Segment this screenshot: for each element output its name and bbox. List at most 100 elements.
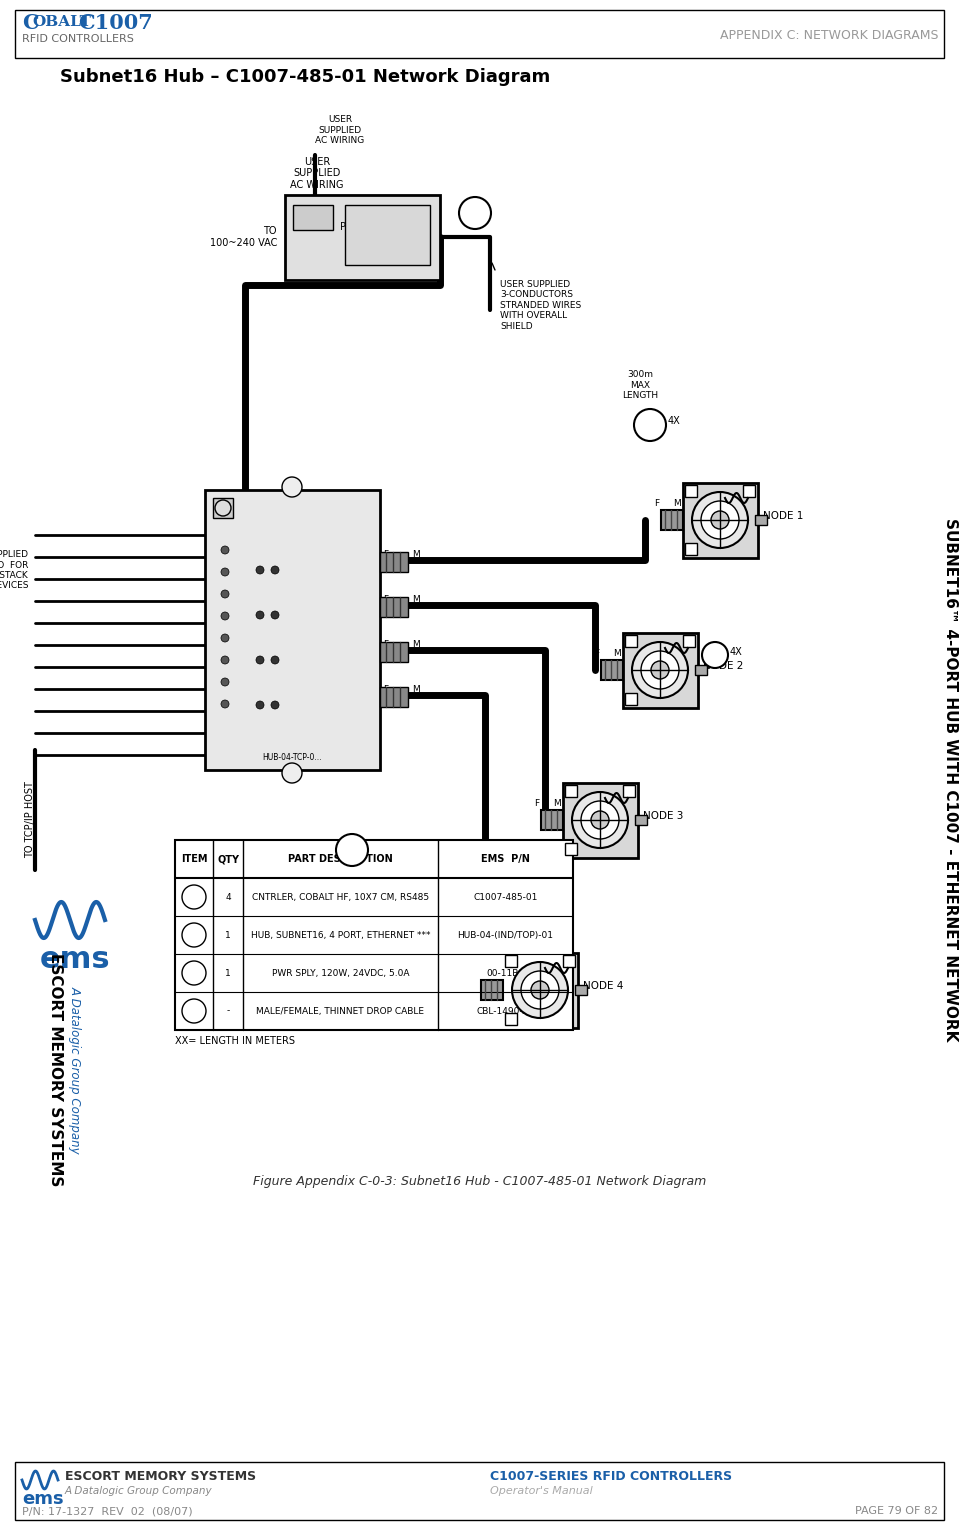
Bar (541, 809, 563, 829)
Text: TO
100~240 VAC: TO 100~240 VAC (210, 226, 277, 248)
Bar (565, 785, 577, 797)
Circle shape (701, 500, 739, 539)
Bar (15, 11, 944, 58)
Circle shape (221, 568, 229, 575)
Text: A Datalogic Group Company: A Datalogic Group Company (68, 987, 82, 1154)
Bar (175, 840, 573, 1030)
Text: Subnet16 Hub – C1007-485-01 Network Diagram: Subnet16 Hub – C1007-485-01 Network Diag… (60, 67, 550, 86)
Text: ITEM: ITEM (180, 854, 207, 864)
Bar (685, 485, 697, 497)
Text: MALE/FEMALE, THINNET DROP CABLE: MALE/FEMALE, THINNET DROP CABLE (256, 1007, 425, 1016)
Text: M: M (412, 640, 420, 649)
Text: C1007-SERIES RFID CONTROLLERS: C1007-SERIES RFID CONTROLLERS (490, 1470, 732, 1483)
Text: 4: 4 (645, 418, 654, 431)
Text: F: F (474, 968, 479, 978)
Circle shape (591, 811, 609, 829)
Bar (380, 643, 408, 662)
Text: C: C (22, 12, 38, 34)
Bar (505, 955, 517, 967)
Circle shape (692, 493, 748, 548)
Circle shape (271, 656, 279, 664)
Text: HUB-04-(IND/TOP)-01: HUB-04-(IND/TOP)-01 (457, 930, 553, 939)
Circle shape (651, 661, 669, 679)
Bar (380, 687, 408, 707)
Circle shape (336, 834, 368, 866)
Text: M: M (673, 499, 681, 508)
Circle shape (221, 591, 229, 598)
Bar (635, 815, 647, 825)
Circle shape (256, 701, 264, 708)
Bar (743, 485, 755, 497)
Text: EMS  P/N: EMS P/N (481, 854, 530, 864)
Bar (563, 783, 638, 858)
Text: 1: 1 (225, 968, 231, 978)
Text: NODE 4: NODE 4 (583, 981, 623, 991)
Text: QTY: QTY (217, 854, 239, 864)
Circle shape (282, 477, 302, 497)
Text: ESCORT MEMORY SYSTEMS: ESCORT MEMORY SYSTEMS (65, 1470, 256, 1483)
Text: 2: 2 (347, 843, 357, 857)
Text: Operator's Manual: Operator's Manual (490, 1486, 593, 1496)
Circle shape (256, 610, 264, 620)
Circle shape (271, 566, 279, 574)
Bar (15, 1463, 944, 1519)
Text: F: F (383, 595, 388, 604)
Text: USER SUPPLIED
3-CONDUCTORS
STRANDED WIRES
WITH OVERALL
SHIELD: USER SUPPLIED 3-CONDUCTORS STRANDED WIRE… (500, 280, 581, 330)
Text: RFID CONTROLLERS: RFID CONTROLLERS (22, 34, 134, 44)
Text: C: C (289, 768, 295, 777)
Text: ems: ems (40, 946, 110, 975)
Text: NODE 3: NODE 3 (643, 811, 684, 822)
Text: F: F (654, 499, 659, 508)
Circle shape (182, 884, 206, 909)
Text: TO TCP/IP HOST: TO TCP/IP HOST (25, 782, 35, 858)
Circle shape (512, 962, 568, 1017)
Bar (623, 785, 635, 797)
Bar (755, 516, 767, 525)
Bar (205, 490, 380, 770)
Circle shape (221, 633, 229, 643)
Text: 3: 3 (191, 930, 198, 939)
Circle shape (521, 972, 559, 1008)
Bar (213, 497, 233, 519)
Text: 1: 1 (225, 930, 231, 939)
Text: ESCORT MEMORY SYSTEMS: ESCORT MEMORY SYSTEMS (48, 953, 62, 1187)
Text: M: M (412, 685, 420, 695)
Text: 4X: 4X (730, 647, 743, 656)
Bar (625, 693, 637, 705)
Circle shape (221, 612, 229, 620)
Bar (563, 955, 575, 967)
Text: USER  SUPPLIED
DIGITAL  I/O  FOR
SENSORS/INVERTERS, STACK
LIGHTS, OR OTHER I/O D: USER SUPPLIED DIGITAL I/O FOR SENSORS/IN… (0, 549, 28, 591)
Text: 1: 1 (191, 1007, 197, 1016)
Bar (623, 633, 698, 708)
Bar (505, 1013, 517, 1025)
Text: NODE 1: NODE 1 (763, 511, 804, 522)
Text: Figure Appendix C-0-3: Subnet16 Hub - C1007-485-01 Network Diagram: Figure Appendix C-0-3: Subnet16 Hub - C1… (253, 1175, 707, 1187)
Bar (565, 843, 577, 855)
Text: C1007: C1007 (78, 12, 152, 34)
Text: M: M (553, 799, 561, 808)
Text: XX= LENGTH IN METERS: XX= LENGTH IN METERS (175, 1036, 295, 1047)
Text: HUB-04-TCP-0...: HUB-04-TCP-0... (262, 753, 322, 762)
Text: CBL-1490-XX: CBL-1490-XX (477, 1007, 535, 1016)
Circle shape (182, 923, 206, 947)
Text: 4: 4 (191, 892, 197, 901)
Circle shape (531, 981, 549, 999)
Circle shape (271, 610, 279, 620)
Circle shape (641, 650, 679, 688)
Text: -: - (226, 1007, 229, 1016)
Bar (695, 666, 707, 675)
Text: USER
SUPPLIED
AC WIRING: USER SUPPLIED AC WIRING (316, 115, 364, 145)
Text: 3: 3 (471, 207, 480, 220)
Bar (380, 552, 408, 572)
Text: C: C (289, 482, 295, 493)
Circle shape (256, 566, 264, 574)
Text: NODE 2: NODE 2 (703, 661, 743, 672)
Circle shape (182, 999, 206, 1024)
Circle shape (634, 409, 666, 441)
Text: ems: ems (22, 1490, 63, 1509)
Text: 4: 4 (191, 892, 198, 903)
Circle shape (282, 763, 302, 783)
Text: 300m
MAX
LENGTH: 300m MAX LENGTH (622, 370, 658, 399)
Bar (683, 635, 695, 647)
Text: C1007-485-01: C1007-485-01 (474, 892, 538, 901)
